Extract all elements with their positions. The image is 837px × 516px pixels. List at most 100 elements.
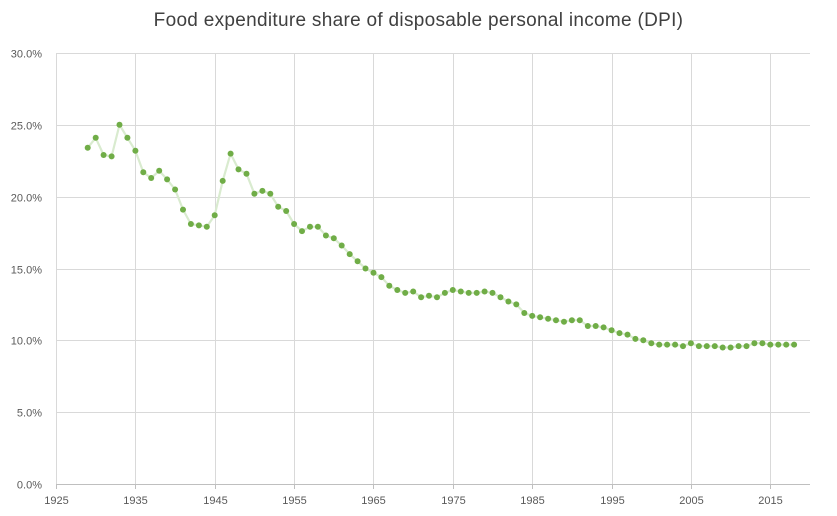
data-point [394,287,401,293]
x-tick-label: 2015 [758,495,782,507]
data-point [497,294,504,301]
data-point [354,258,361,265]
data-point [418,294,425,301]
grid-layer [56,53,810,484]
data-point [727,344,734,351]
data-point [378,274,385,281]
x-tick-label: 1925 [44,495,68,507]
chart-title: Food expenditure share of disposable per… [153,10,684,31]
y-tick-label: 10.0% [11,336,42,348]
data-point [568,317,575,324]
y-tick-label: 0.0% [17,480,42,492]
axis-layer [56,484,810,489]
data-point [299,228,305,235]
data-point [251,190,258,197]
data-point [108,153,115,160]
data-point [180,206,186,213]
data-point [140,169,147,176]
data-point [481,288,488,295]
data-point [465,289,472,296]
y-tick-label: 25.0% [11,121,42,133]
x-tick-label: 2005 [679,495,703,507]
data-point [521,310,528,316]
data-point [632,335,639,342]
data-point [695,343,702,350]
data-point [362,265,369,272]
x-tick-label: 1985 [520,495,544,507]
data-point [275,203,282,210]
data-point [132,147,139,154]
data-point [100,152,107,158]
data-point [211,212,218,219]
data-point [791,341,798,348]
x-tick-label: 1945 [203,495,227,507]
x-tick-label: 1955 [282,495,306,507]
data-point [473,289,480,296]
data-point [735,343,742,350]
data-point [322,232,329,239]
data-point [775,341,782,348]
data-point [330,235,337,242]
data-point [156,167,163,174]
data-point [457,288,464,295]
data-point [219,177,226,184]
data-point [283,208,290,214]
data-point [346,251,353,258]
data-point [203,223,210,230]
data-point [648,340,655,347]
series-connector-line [86,123,795,349]
data-point [195,222,202,229]
point-layer [84,121,798,351]
data-point [640,337,647,344]
data-point [449,287,456,293]
data-point [592,323,599,329]
data-point [164,176,171,183]
data-point [783,341,790,348]
y-tick-labels: 0.0% 5.0% 10.0% 15.0% 20.0% 25.0% 30.0% [11,49,42,492]
y-tick-label: 30.0% [11,49,42,61]
data-point [719,344,726,351]
data-point [386,282,393,289]
data-point [576,317,583,324]
data-point [338,242,345,249]
data-point [616,330,623,337]
data-point [687,340,694,347]
data-point [84,144,91,151]
data-point [545,315,552,322]
data-point [767,341,774,348]
x-tick-label: 1965 [361,495,385,507]
x-tick-label: 1995 [600,495,624,507]
data-point [664,341,671,348]
data-point [561,318,567,325]
data-point [124,134,131,141]
x-tick-label: 1935 [123,495,147,507]
data-point [259,187,266,194]
data-point [370,269,377,276]
data-point [410,288,417,295]
y-tick-label: 15.0% [11,265,42,277]
data-point [307,223,313,230]
data-point [600,324,607,331]
data-point [227,150,234,157]
data-point [489,289,496,296]
data-point [743,343,750,350]
data-point [187,221,194,227]
data-point [505,298,512,305]
data-point [672,341,679,348]
data-point [656,341,663,348]
y-tick-label: 20.0% [11,193,42,205]
data-point [291,221,298,227]
x-tick-labels: 1925 1935 1945 1955 1965 1975 1985 1995 2005 2015 [44,495,782,507]
data-point [608,327,615,334]
data-point [624,331,631,338]
x-tick-label: 1975 [441,495,465,507]
data-point [680,343,686,350]
data-point [148,175,155,181]
data-point [553,317,559,324]
data-point [584,323,591,329]
data-point [711,343,718,350]
data-point [116,121,123,128]
data-point [759,340,766,347]
